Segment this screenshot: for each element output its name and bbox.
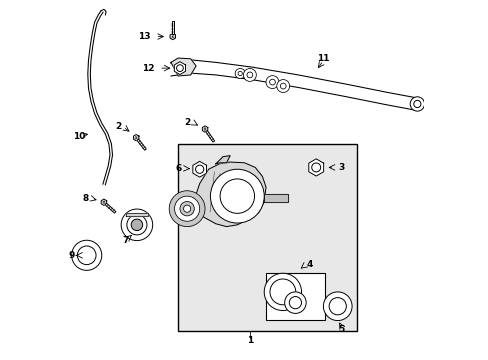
Circle shape [180,202,194,216]
Text: 6: 6 [175,164,182,173]
Polygon shape [126,213,147,216]
Polygon shape [137,139,146,150]
Text: 11: 11 [317,54,329,63]
Circle shape [169,191,204,226]
Circle shape [265,76,278,89]
Text: 2: 2 [184,118,191,127]
Circle shape [183,205,190,212]
Text: 12: 12 [142,64,154,73]
Bar [178,144,357,330]
Text: 13: 13 [138,32,150,41]
Polygon shape [105,203,116,213]
Circle shape [323,292,351,320]
Circle shape [126,215,147,235]
Circle shape [220,179,254,213]
Text: 9: 9 [68,251,74,260]
Circle shape [269,279,295,305]
Text: 2: 2 [115,122,121,131]
Circle shape [284,292,305,314]
Circle shape [121,209,152,240]
Circle shape [409,97,424,111]
Polygon shape [192,161,206,177]
Polygon shape [192,162,265,226]
Polygon shape [101,199,106,206]
Circle shape [276,80,289,93]
Circle shape [413,100,420,108]
Circle shape [235,68,244,78]
Circle shape [289,297,301,309]
Text: 7: 7 [122,237,128,246]
Polygon shape [171,58,196,76]
Polygon shape [174,62,185,75]
Circle shape [210,169,264,223]
Circle shape [243,68,256,81]
Polygon shape [202,126,207,132]
Polygon shape [170,33,175,40]
Polygon shape [133,135,139,141]
Text: 8: 8 [82,194,89,203]
Polygon shape [171,204,188,213]
Polygon shape [264,194,287,202]
Text: 10: 10 [73,132,85,141]
Circle shape [269,79,275,85]
Circle shape [246,72,252,78]
Circle shape [280,83,285,89]
Polygon shape [308,159,323,176]
Circle shape [131,219,142,230]
Bar [265,273,325,320]
Circle shape [328,298,346,315]
Circle shape [174,196,199,221]
Polygon shape [171,21,173,34]
Text: 4: 4 [305,260,312,269]
Circle shape [77,246,96,265]
Circle shape [72,240,102,270]
Text: 5: 5 [338,325,344,334]
Circle shape [238,71,242,76]
Polygon shape [205,131,214,142]
Circle shape [264,273,301,311]
Text: 3: 3 [338,163,344,172]
Text: 1: 1 [246,336,252,345]
Polygon shape [215,156,230,164]
